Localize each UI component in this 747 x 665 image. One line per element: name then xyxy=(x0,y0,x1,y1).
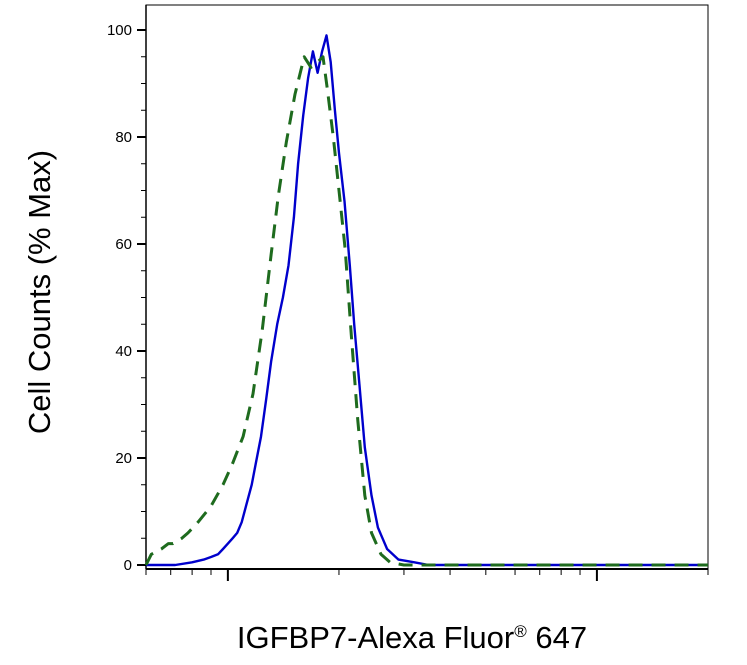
control-series-line xyxy=(144,55,708,567)
x-axis-ticks xyxy=(145,569,709,581)
y-axis-ticks: 0 20 40 60 80 100 xyxy=(107,22,146,574)
x-axis-title-suffix: 647 xyxy=(527,620,587,655)
y-tick-label: 100 xyxy=(107,22,132,39)
plot-border xyxy=(145,4,709,570)
y-axis-title: Cell Counts (% Max) xyxy=(22,150,57,434)
x-axis-title-mark: ® xyxy=(514,622,527,641)
y-tick-label: 40 xyxy=(115,343,132,360)
y-tick-label: 80 xyxy=(115,129,132,146)
series-layer xyxy=(144,34,708,567)
sample-series-line xyxy=(146,34,708,567)
x-axis-title: IGFBP7-Alexa Fluor® 647 xyxy=(237,620,587,655)
y-tick-label: 20 xyxy=(115,450,132,467)
y-tick-label: 0 xyxy=(124,557,132,574)
y-tick-label: 60 xyxy=(115,236,132,253)
x-axis-title-main: IGFBP7-Alexa Fluor xyxy=(237,620,514,655)
axes-frame xyxy=(145,4,709,570)
